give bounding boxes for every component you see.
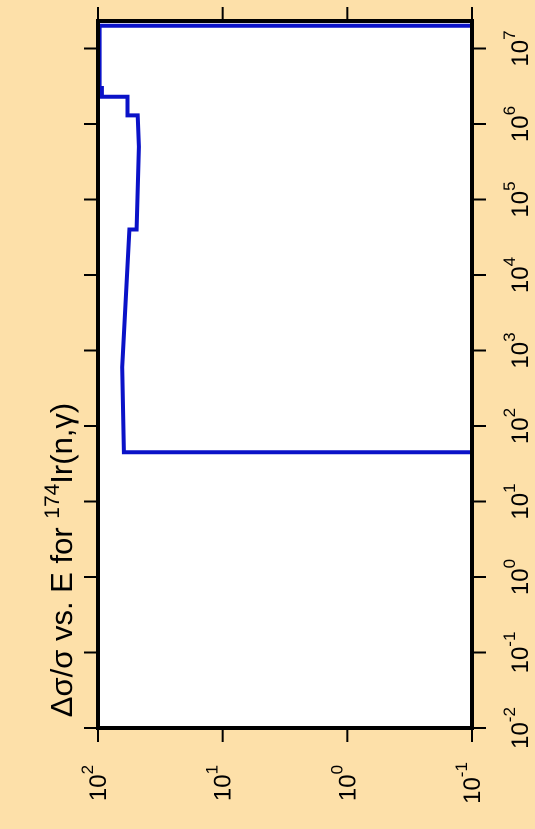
tick-base: 10 xyxy=(507,647,534,674)
tick-base: 10 xyxy=(507,568,534,595)
tick-base: 10 xyxy=(507,191,534,218)
series-line xyxy=(97,23,474,728)
tick-exponent: 6 xyxy=(500,106,519,115)
tick-base: 10 xyxy=(210,774,237,801)
tick-exponent: 0 xyxy=(500,559,519,568)
tick-exponent: 1 xyxy=(203,765,222,774)
svg-text:10-2: 10-2 xyxy=(500,707,534,749)
svg-text:100: 100 xyxy=(500,559,534,595)
chart-title: Δσ/σ vs. E for 174Ir(n,γ) xyxy=(41,403,79,718)
energy-tick-label: 10-2 xyxy=(500,707,534,749)
tick-exponent: -1 xyxy=(500,632,519,647)
tick-exponent: 4 xyxy=(500,257,519,266)
tick-exponent: 2 xyxy=(500,408,519,417)
energy-tick-label: 10-1 xyxy=(500,632,534,674)
title-prefix: Δσ/σ vs. E for xyxy=(44,519,79,718)
energy-tick-label: 107 xyxy=(500,30,534,66)
svg-text:102: 102 xyxy=(78,765,112,801)
uncertainty-tick-label: 101 xyxy=(203,765,237,801)
tick-exponent: 5 xyxy=(500,181,519,190)
tick-base: 10 xyxy=(507,493,534,520)
svg-text:100: 100 xyxy=(327,765,361,801)
energy-tick-label: 101 xyxy=(500,483,534,519)
tick-base: 10 xyxy=(507,40,534,67)
tick-base: 10 xyxy=(334,774,361,801)
tick-base: 10 xyxy=(85,774,112,801)
tick-base: 10 xyxy=(459,777,486,804)
svg-text:10-1: 10-1 xyxy=(500,632,534,674)
plot-frame xyxy=(96,19,474,730)
energy-tick-label: 105 xyxy=(500,181,534,217)
tick-base: 10 xyxy=(507,722,534,749)
tick-base: 10 xyxy=(507,417,534,444)
uncertainty-tick-label: 10-1 xyxy=(452,762,486,804)
svg-text:101: 101 xyxy=(203,765,237,801)
tick-base: 10 xyxy=(507,115,534,142)
svg-text:10-1: 10-1 xyxy=(452,762,486,804)
tick-base: 10 xyxy=(507,342,534,369)
tick-exponent: 7 xyxy=(500,30,519,39)
energy-tick-label: 103 xyxy=(500,332,534,368)
plot-area xyxy=(98,21,472,728)
title-superscript: 174 xyxy=(41,483,64,518)
energy-tick-label: 100 xyxy=(500,559,534,595)
svg-text:105: 105 xyxy=(500,181,534,217)
title-suffix: Ir(n,γ) xyxy=(44,403,79,484)
series-layer xyxy=(97,23,474,728)
energy-tick-label: 102 xyxy=(500,408,534,444)
tick-exponent: 2 xyxy=(78,765,97,774)
tick-exponent: 0 xyxy=(327,765,346,774)
tick-exponent: 3 xyxy=(500,332,519,341)
uncertainty-tick-label: 102 xyxy=(78,765,112,801)
chart-title-text: Δσ/σ vs. E for 174Ir(n,γ) xyxy=(41,403,79,718)
axis-ticks xyxy=(84,7,486,742)
energy-tick-label: 104 xyxy=(500,257,534,293)
svg-text:107: 107 xyxy=(500,30,534,66)
svg-text:102: 102 xyxy=(500,408,534,444)
svg-text:103: 103 xyxy=(500,332,534,368)
svg-text:104: 104 xyxy=(500,257,534,293)
svg-text:101: 101 xyxy=(500,483,534,519)
uncertainty-tick-label: 100 xyxy=(327,765,361,801)
svg-text:106: 106 xyxy=(500,106,534,142)
tick-exponent: -1 xyxy=(452,762,471,777)
tick-base: 10 xyxy=(507,266,534,293)
energy-tick-label: 106 xyxy=(500,106,534,142)
tick-exponent: -2 xyxy=(500,707,519,722)
tick-exponent: 1 xyxy=(500,483,519,492)
